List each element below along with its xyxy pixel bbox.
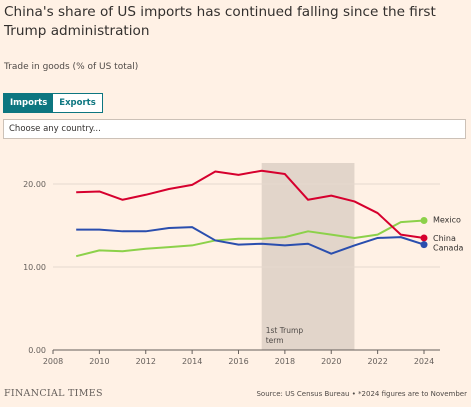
imports-tab[interactable]: Imports — [4, 94, 54, 112]
x-tick-label: 2010 — [89, 357, 109, 366]
mexico-line — [75, 219, 425, 258]
trump-term-label: 1st Trump term — [266, 326, 304, 345]
x-tick-label: 2016 — [228, 357, 248, 366]
canada-series-label: Canada — [433, 244, 464, 253]
canada-line — [76, 226, 425, 255]
mexico-series-label: Mexico — [433, 216, 461, 225]
canada-endpoint — [420, 241, 428, 249]
x-tick-label: 2014 — [182, 357, 202, 366]
x-tick-label: 2024 — [414, 357, 434, 366]
country-select[interactable]: Choose any country... — [3, 119, 466, 139]
source-note: Source: US Census Bureau • *2024 figures… — [256, 390, 467, 398]
x-tick-label: 2018 — [275, 357, 295, 366]
exports-tab[interactable]: Exports — [53, 94, 102, 112]
mexico-endpoint — [420, 217, 428, 225]
china-series-label: China — [433, 234, 456, 243]
trump-term-shade — [261, 163, 355, 350]
x-tick-label: 2008 — [43, 357, 63, 366]
china-line — [76, 169, 425, 239]
china-endpoint — [420, 234, 428, 242]
ft-logo: FINANCIAL TIMES — [4, 388, 103, 399]
line-chart: 0.00 10.00 20.00 2008 2010 2012 2014 2016 2018 20… — [23, 163, 464, 366]
y-tick-label: 20.00 — [23, 180, 46, 189]
y-tick-label: 0.00 — [28, 346, 46, 355]
x-tick-label: 2012 — [136, 357, 156, 366]
chart-title: China's share of US imports has continue… — [4, 4, 436, 39]
trade-type-toggle: Imports Exports — [3, 93, 103, 113]
x-tick-label: 2020 — [321, 357, 341, 366]
chart-subtitle: Trade in goods (% of US total) — [4, 62, 139, 72]
y-tick-label: 10.00 — [23, 263, 46, 272]
x-tick-label: 2022 — [367, 357, 387, 366]
